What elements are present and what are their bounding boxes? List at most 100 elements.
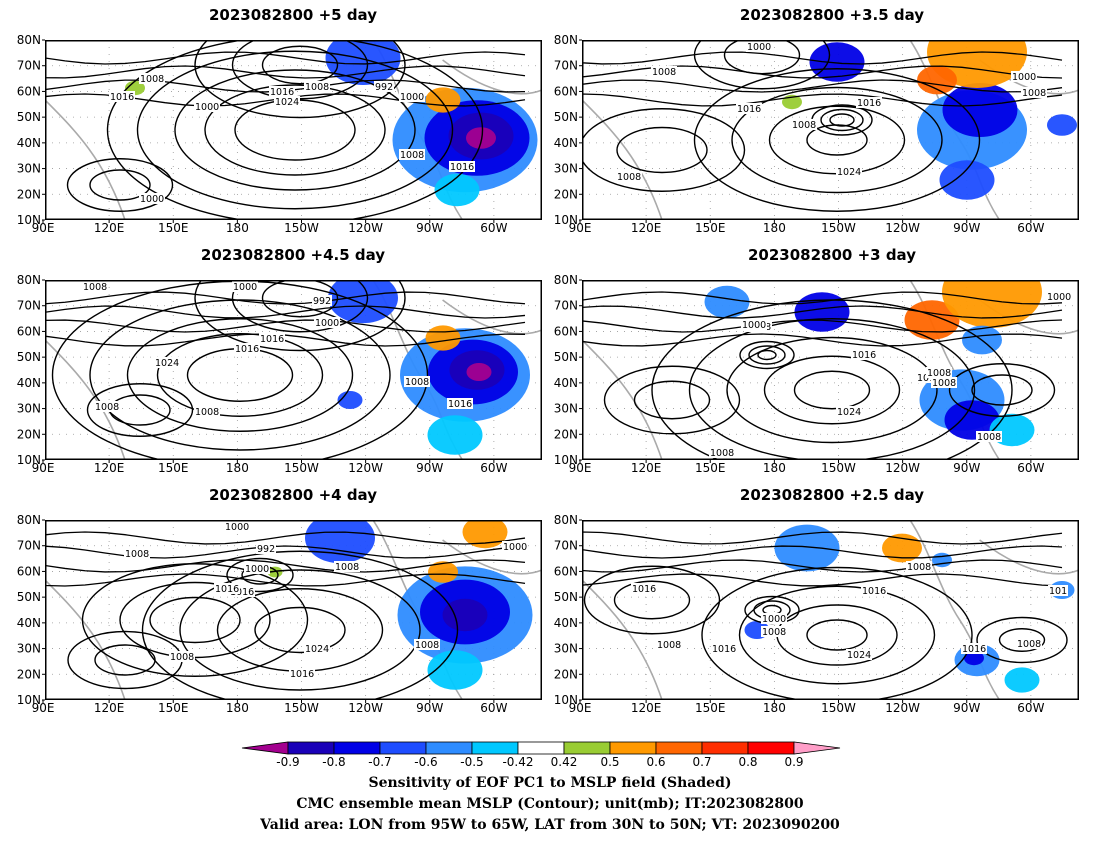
caption-line-1: Sensitivity of EOF PC1 to MSLP field (Sh… xyxy=(368,775,732,791)
sensitivity-shading xyxy=(425,87,461,113)
longitude-tick-label: 90E xyxy=(569,461,592,475)
sensitivity-shading xyxy=(964,650,984,666)
longitude-tick-label: 120W xyxy=(348,701,383,715)
contour-label: 1008 xyxy=(657,640,681,651)
contour-label: 1024 xyxy=(837,167,861,178)
latitude-tick-label: 30N xyxy=(17,642,41,656)
latitude-tick-label: 10N xyxy=(17,213,41,227)
sensitivity-shading xyxy=(704,285,750,319)
contour-label: 1016 xyxy=(917,373,941,384)
mslp-contour xyxy=(582,93,1063,107)
mslp-contour xyxy=(106,40,484,220)
mslp-contour xyxy=(582,319,1063,333)
contour-label: 1016 xyxy=(215,584,239,595)
contour-label: 1000 xyxy=(1047,292,1071,303)
map-svg: 1000100810161016102410081008100810001008 xyxy=(582,280,1079,460)
contour-label: 1008 xyxy=(907,562,931,573)
panel-title-6: 2023082800 +2.5 day xyxy=(739,486,925,504)
mslp-contour xyxy=(633,380,711,420)
mslp-contour xyxy=(603,365,741,435)
latitude-tick-label: 20N xyxy=(554,667,578,681)
longitude-tick-label: 150E xyxy=(158,701,189,715)
contour-label: 1000 xyxy=(503,542,527,553)
contour-label: 1016 xyxy=(737,104,761,115)
contour-label: 1000 xyxy=(400,92,424,103)
contour-label: 1008 xyxy=(710,448,734,459)
latitude-tick-label: 40N xyxy=(17,136,41,150)
sensitivity-shading xyxy=(427,415,483,455)
longitude-tick-label: 90E xyxy=(32,701,55,715)
longitude-tick-label: 90E xyxy=(32,461,55,475)
contour-label: 1008 xyxy=(95,402,119,413)
longitude-tick-label: 180 xyxy=(226,461,249,475)
mslp-contour xyxy=(829,113,855,127)
colorbar-label: 0.6 xyxy=(646,755,665,768)
longitude-tick-label: 60W xyxy=(480,701,507,715)
mslp-contour xyxy=(582,51,1063,65)
latitude-tick-label: 60N xyxy=(17,324,41,338)
longitude-tick-label: 180 xyxy=(763,221,786,235)
panel-title-2: 2023082800 +3.5 day xyxy=(739,6,925,24)
colorbar-segment xyxy=(379,741,427,755)
colorbar-segment xyxy=(425,741,473,755)
longitude-tick-label: 60W xyxy=(1017,461,1044,475)
sensitivity-shading xyxy=(882,533,922,563)
contour-label: 1016 xyxy=(857,98,881,109)
longitude-tick-label: 60W xyxy=(480,461,507,475)
longitude-tick-label: 180 xyxy=(763,701,786,715)
map-panel-6: 1008 1016 1008 1000 1008 1016 1016 1024 1016 1008… xyxy=(582,520,1079,700)
mslp-contour xyxy=(231,280,369,333)
sensitivity-shading xyxy=(917,65,957,95)
contour-label: 1008 xyxy=(170,652,194,663)
contour-label: 1000 xyxy=(1012,72,1036,83)
mslp-contour xyxy=(156,333,324,417)
panel-title-4: 2023082800 +3 day xyxy=(748,246,916,264)
colorbar-label: 0.7 xyxy=(692,755,711,768)
latitude-tick-label: 20N xyxy=(17,667,41,681)
latitude-tick-label: 10N xyxy=(554,213,578,227)
longitude-tick-label: 90E xyxy=(569,701,592,715)
mslp-contour xyxy=(763,355,901,425)
latitude-tick-label: 40N xyxy=(554,616,578,630)
latitude-tick-label: 70N xyxy=(554,59,578,73)
contour-label: 1000 xyxy=(225,522,249,533)
sensitivity-shading xyxy=(904,300,960,340)
latitude-tick-label: 80N xyxy=(17,273,41,287)
mslp-contour xyxy=(976,616,1068,664)
contour-label: 1008 xyxy=(932,378,956,389)
mslp-contour xyxy=(261,280,339,318)
latitude-tick-label: 40N xyxy=(17,376,41,390)
mslp-contour xyxy=(688,318,976,460)
sensitivity-shading xyxy=(942,83,1018,137)
latitude-tick-label: 20N xyxy=(554,427,578,441)
latitude-tick-label: 70N xyxy=(554,299,578,313)
longitude-tick-label: 90W xyxy=(953,701,980,715)
longitude-tick-label: 150W xyxy=(821,221,856,235)
longitude-tick-label: 60W xyxy=(1017,701,1044,715)
colorbar-segment xyxy=(563,741,611,755)
mslp-contour xyxy=(174,69,416,191)
sensitivity-shading xyxy=(809,42,865,82)
mslp-contour xyxy=(149,596,241,644)
longitude-tick-label: 60W xyxy=(480,221,507,235)
mslp-contour xyxy=(204,84,386,176)
contour-label: 1016 xyxy=(110,92,134,103)
colorbar: -0.9 -0.8 -0.7 -0.6 -0.5 -0.42 0.42 0.5 0.6 0.7 0.… xyxy=(241,741,841,768)
contour-label: 101 xyxy=(1049,586,1067,597)
mslp-contour xyxy=(582,291,1063,305)
mslp-contour xyxy=(582,531,1063,545)
contour-label: 1008 xyxy=(1022,88,1046,99)
contour-label: 1008 xyxy=(617,172,641,183)
mslp-contour xyxy=(194,280,406,352)
mslp-contour xyxy=(261,45,339,85)
longitude-tick-label: 120E xyxy=(631,701,662,715)
mslp-contour xyxy=(94,644,156,676)
contour-label: 992 xyxy=(375,82,393,93)
mslp-contour xyxy=(45,305,526,319)
sensitivity-shading xyxy=(1004,667,1040,693)
mslp-contour xyxy=(757,349,777,361)
mslp-contour xyxy=(731,86,943,194)
mslp-contour xyxy=(971,374,1033,406)
latitude-tick-label: 10N xyxy=(554,693,578,707)
longitude-tick-label: 90E xyxy=(569,221,592,235)
